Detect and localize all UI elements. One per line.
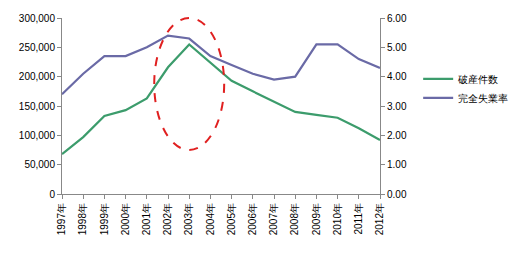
svg-text:2001年: 2001年 (141, 203, 152, 235)
svg-text:1.00: 1.00 (387, 159, 407, 170)
svg-text:2010年: 2010年 (332, 203, 343, 235)
svg-text:4.00: 4.00 (387, 71, 407, 82)
svg-text:破産件数: 破産件数 (457, 74, 498, 85)
svg-text:2004年: 2004年 (205, 203, 216, 235)
svg-text:1998年: 1998年 (77, 203, 88, 235)
svg-text:2005年: 2005年 (226, 203, 237, 235)
svg-text:300,000: 300,000 (19, 13, 56, 24)
svg-text:2007年: 2007年 (268, 203, 279, 235)
svg-text:0.00: 0.00 (387, 189, 407, 200)
svg-text:6.00: 6.00 (387, 13, 407, 24)
svg-text:2.00: 2.00 (387, 130, 407, 141)
svg-text:2012年: 2012年 (374, 203, 385, 235)
svg-text:2002年: 2002年 (162, 203, 173, 235)
svg-text:150,000: 150,000 (19, 101, 56, 112)
svg-text:2000年: 2000年 (120, 203, 131, 235)
svg-text:200,000: 200,000 (19, 71, 56, 82)
svg-text:2011年: 2011年 (353, 203, 364, 235)
svg-text:2009年: 2009年 (311, 203, 322, 235)
svg-text:1999年: 1999年 (99, 203, 110, 235)
svg-text:1997年: 1997年 (56, 203, 67, 235)
svg-text:2008年: 2008年 (289, 203, 300, 235)
svg-text:完全失業率: 完全失業率 (458, 93, 508, 104)
svg-text:3.00: 3.00 (387, 101, 407, 112)
svg-text:2006年: 2006年 (247, 203, 258, 235)
svg-text:250,000: 250,000 (19, 42, 56, 53)
svg-text:0: 0 (49, 189, 55, 200)
svg-text:2003年: 2003年 (183, 203, 194, 235)
svg-text:100,000: 100,000 (19, 130, 56, 141)
svg-text:50,000: 50,000 (24, 159, 55, 170)
svg-text:5.00: 5.00 (387, 42, 407, 53)
